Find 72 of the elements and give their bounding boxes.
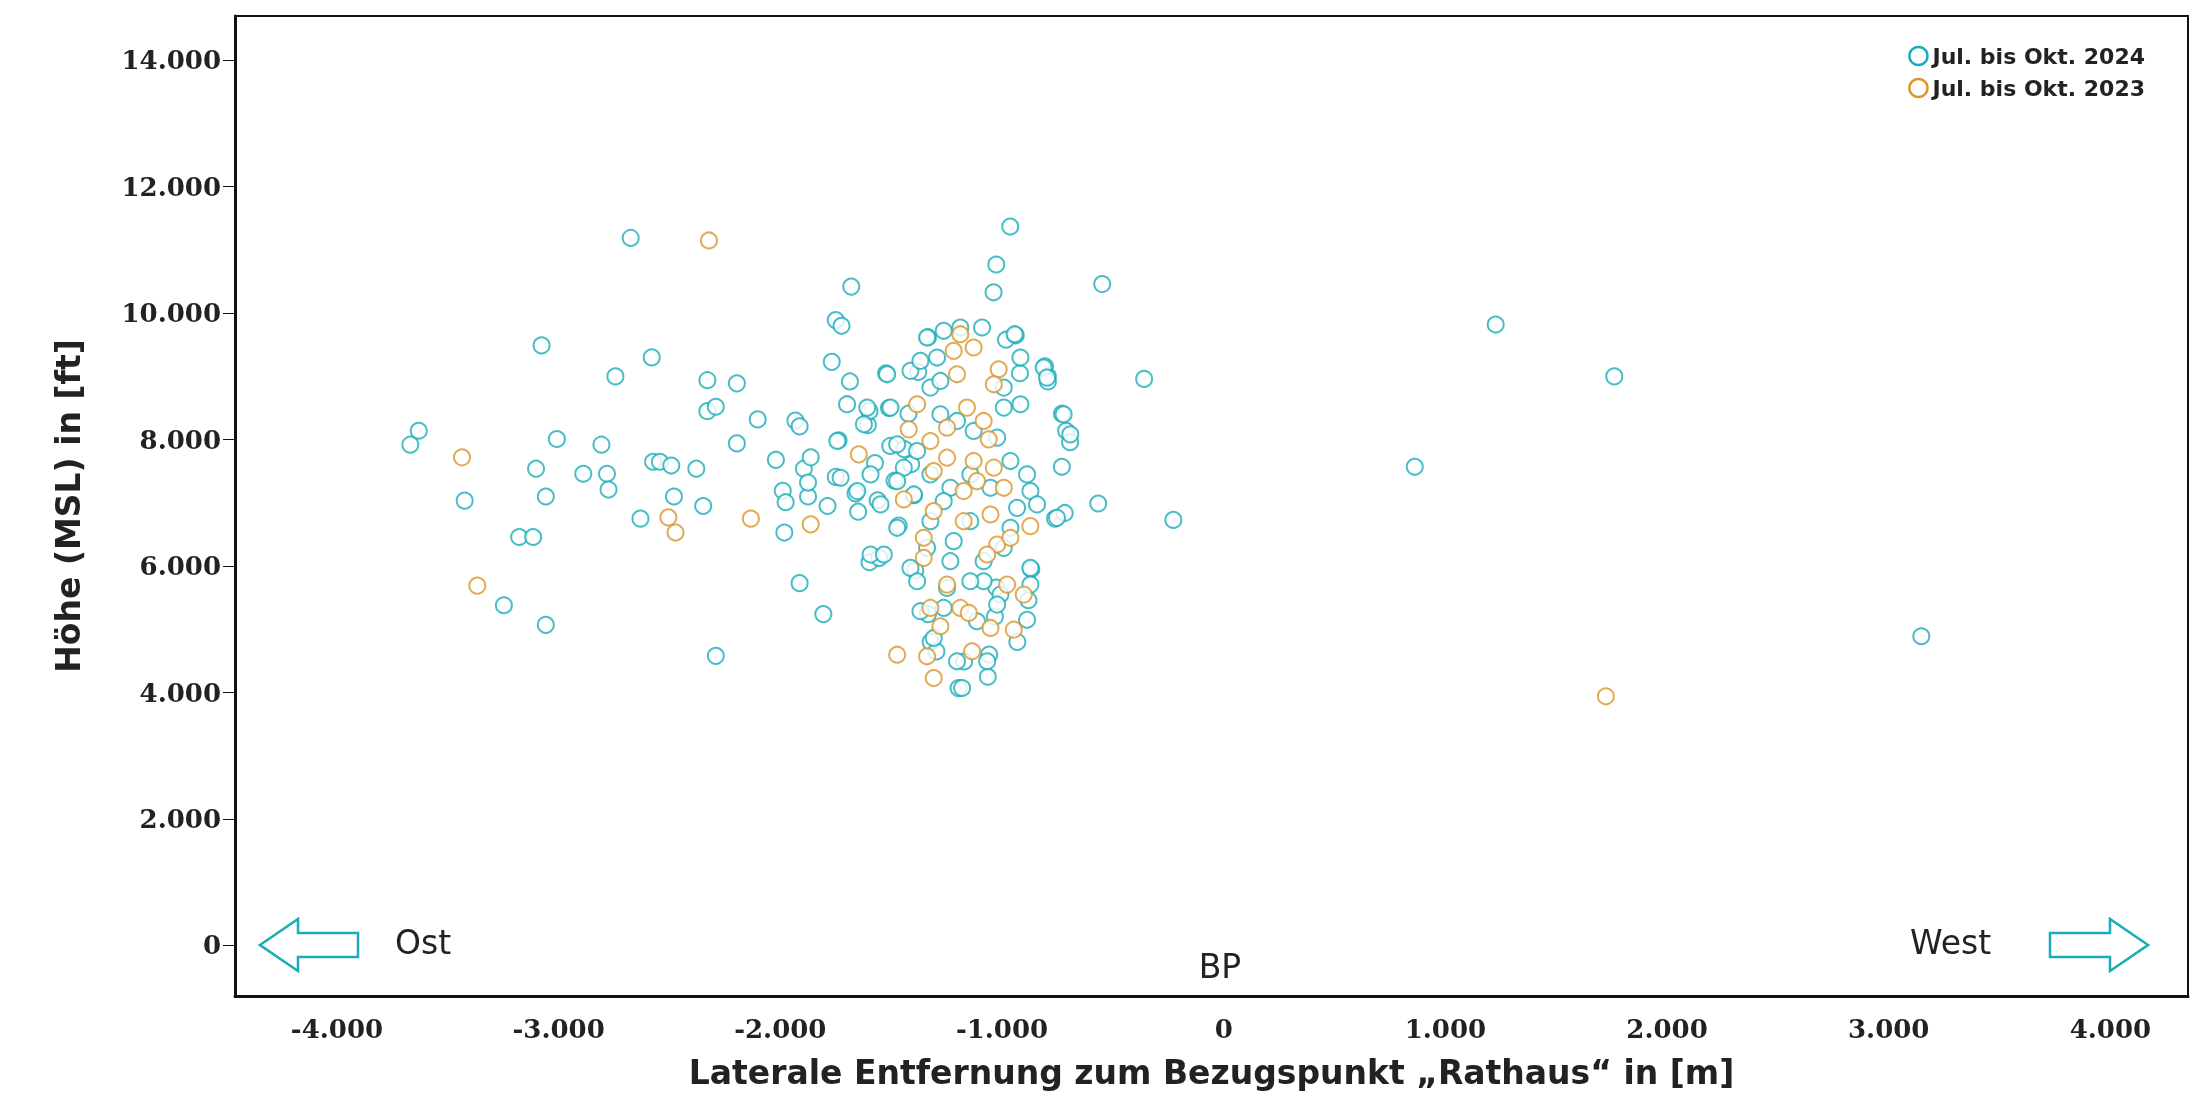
point xyxy=(1001,528,1020,547)
point xyxy=(924,669,943,688)
point xyxy=(984,458,1003,477)
y-tick-label: 8.000 xyxy=(139,424,221,455)
point xyxy=(954,482,973,501)
y-tick-label: 2.000 xyxy=(139,803,221,834)
annotation: BP xyxy=(1198,947,1242,987)
x-tick-label: 1.000 xyxy=(1404,1014,1487,1044)
point xyxy=(974,411,993,430)
annotation: West xyxy=(1910,923,1992,963)
point xyxy=(958,398,976,417)
point xyxy=(659,508,678,527)
point xyxy=(1014,585,1033,604)
point xyxy=(453,448,471,467)
x-tick-label: 4.000 xyxy=(2069,1014,2152,1044)
point xyxy=(954,512,973,531)
point xyxy=(979,430,998,449)
x-tick-label: -4.000 xyxy=(290,1014,384,1044)
point xyxy=(944,341,963,360)
point xyxy=(914,528,933,547)
point xyxy=(931,617,950,636)
point xyxy=(921,432,940,450)
point xyxy=(801,515,820,534)
point xyxy=(914,548,933,567)
x-tick-label: -3.000 xyxy=(512,1014,605,1044)
y-tick-label: 12.000 xyxy=(121,171,221,202)
point xyxy=(938,448,957,467)
point xyxy=(951,325,970,344)
x-tick-label: -2.000 xyxy=(734,1014,827,1044)
x-tick-label: 3.000 xyxy=(1848,1014,1930,1044)
point xyxy=(981,505,1000,524)
point xyxy=(938,418,957,437)
point xyxy=(918,647,937,666)
point xyxy=(924,502,943,521)
point xyxy=(984,375,1003,394)
y-tick-label: 14.000 xyxy=(121,45,221,76)
y-tick-label: 10.000 xyxy=(121,298,221,329)
point xyxy=(468,576,487,595)
x-tick-label: -1.000 xyxy=(955,1014,1049,1044)
point xyxy=(981,618,1000,637)
point xyxy=(908,395,927,414)
y-tick-label: 0 xyxy=(202,930,221,961)
point xyxy=(899,420,918,439)
point xyxy=(964,452,983,471)
y-axis-title: Höhe (MSL) in [ft] xyxy=(49,339,88,673)
point xyxy=(989,360,1008,379)
point xyxy=(998,575,1017,594)
point xyxy=(666,523,685,542)
point xyxy=(948,365,967,384)
point xyxy=(1596,687,1615,706)
point xyxy=(994,478,1013,497)
point xyxy=(963,642,982,661)
point xyxy=(964,338,983,357)
point xyxy=(741,509,760,528)
point xyxy=(959,603,978,622)
point xyxy=(978,545,997,564)
x-axis-title: Laterale Entfernung zum Bezugspunkt „Rathaus“ in [m] xyxy=(688,1053,1735,1092)
legend-label: Jul. bis Okt. 2023 xyxy=(1930,75,2145,101)
annotation: Ost xyxy=(395,923,452,963)
x-tick-label: 2.000 xyxy=(1626,1014,1708,1044)
point xyxy=(967,472,986,491)
point xyxy=(1004,620,1023,639)
x-tick-label: 0 xyxy=(1214,1014,1233,1044)
point xyxy=(888,645,907,664)
point xyxy=(699,231,718,250)
point xyxy=(1021,517,1040,536)
legend-label: Jul. bis Okt. 2024 xyxy=(1930,43,2145,69)
point xyxy=(849,445,868,464)
point xyxy=(921,598,940,617)
y-tick-label: 4.000 xyxy=(139,677,221,708)
point xyxy=(894,490,913,509)
y-tick-label: 6.000 xyxy=(139,551,221,582)
